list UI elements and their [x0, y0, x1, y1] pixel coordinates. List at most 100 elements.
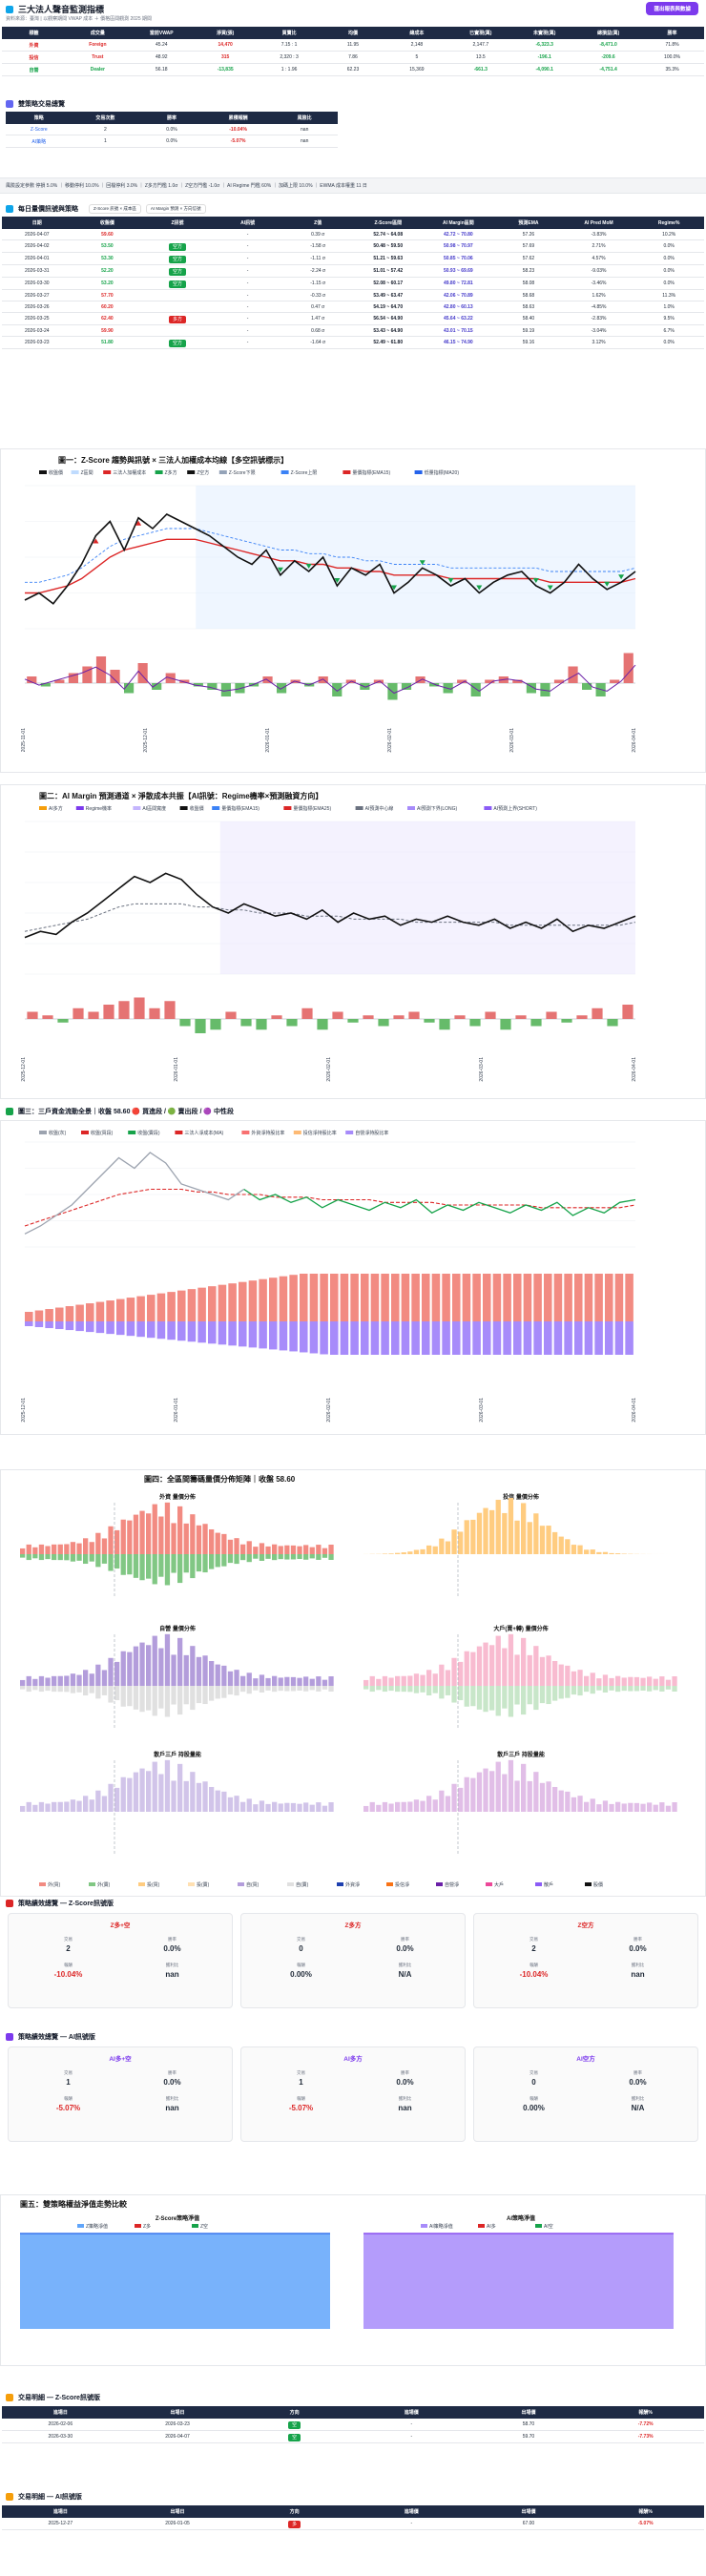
legend-swatch [355, 806, 363, 810]
table-cell: 2,147.7 [448, 39, 513, 52]
table-row[interactable]: AI策略 1 0.0% -5.07% nan [6, 135, 338, 148]
dist-bar [114, 1661, 120, 1686]
table-row[interactable]: 2026-04-07 59.60 - 0.39 σ 52.74 ~ 64.08 42.72… [2, 229, 704, 240]
table-cell: 53.50 [72, 239, 143, 253]
table-cell: 53.20 [72, 277, 143, 290]
table-row[interactable]: 2026-03-31 52.20 空方 - -2.24 σ 51.01 ~ 57.42 50… [2, 264, 704, 278]
table-row[interactable]: 投信 Trust 48.92 315 2,320 : 3 7.86 5 13.5 -196.1 -… [2, 51, 704, 64]
table-cell: -196.1 [512, 51, 577, 64]
flow-down-bar [574, 1321, 583, 1355]
table-cell: 0.0% [633, 277, 704, 290]
table-cell: 0.39 σ [282, 229, 353, 240]
legend-label: 自(賣) [296, 1881, 309, 1888]
osc-bar [68, 673, 78, 683]
flow-icon [6, 1108, 13, 1115]
x-tick-label: 2025-11-01 [21, 728, 27, 752]
dist-bar [558, 1686, 564, 1699]
dist-bar [26, 1544, 31, 1554]
cell-value: 52.49 ~ 61.80 [373, 340, 404, 345]
table-cell: 7.15 : 1 [257, 39, 322, 52]
dist-bar [665, 1805, 672, 1812]
dist-bar [133, 1514, 139, 1554]
table-cell: 2026-03-25 [2, 312, 73, 325]
dist-bar [177, 1554, 183, 1584]
dist-bar [76, 1686, 82, 1693]
table-row[interactable]: 2026-04-01 53.30 空方 - -1.11 σ 51.21 ~ 59.63 50… [2, 252, 704, 265]
dist-bar [322, 1686, 328, 1690]
flow-up-bar [330, 1274, 339, 1321]
table-row[interactable]: 2026-03-23 51.80 空方 - -1.64 σ 52.49 ~ 61.80 46… [2, 336, 704, 349]
daily-tag-ai[interactable]: AI Margin 預測 × 方向信號 [145, 204, 206, 214]
table-row[interactable]: 2026-02-06 2026-03-23 空 - 58.70 -7.72% [2, 2419, 704, 2431]
cell-value: -1.15 σ [310, 280, 326, 286]
legend-swatch [175, 1131, 183, 1134]
cost-line [24, 1188, 636, 1227]
osc-bar [408, 1011, 420, 1019]
table-row[interactable]: 2025-12-27 2026-01-05 多 - 67.00 -5.07% [2, 2518, 704, 2530]
table-row[interactable]: 外資 Foreign 45.24 14,470 7.15 : 1 11.95 2,148 2,… [2, 39, 704, 52]
dist-bar [495, 1635, 501, 1686]
table-cell: 51.21 ~ 59.63 [352, 252, 424, 265]
flow-up-bar [625, 1274, 633, 1321]
osc-bar [220, 683, 231, 696]
table-cell [142, 229, 213, 240]
table-cell: 0.0% [138, 135, 205, 148]
cell-value: -10.04% [229, 126, 247, 133]
cell-value: 58.70 [522, 2421, 535, 2427]
dist-bar [127, 1520, 133, 1554]
flow-up-bar [411, 1274, 420, 1321]
dist-bar [272, 1686, 278, 1693]
dist-bar [328, 1676, 334, 1686]
z-cards-title: 策略績效總覽 — Z-Score訊號版 [18, 1901, 114, 1907]
legend-label: Regime機率 [86, 805, 112, 812]
table-row[interactable]: 2026-03-27 57.70 - -0.33 σ 53.49 ~ 63.47 42.0… [2, 289, 704, 301]
cell-value: 51.01 ~ 57.42 [373, 268, 404, 274]
dist-bar [114, 1686, 120, 1701]
table-row[interactable]: 自營 Dealer 56.18 -13,835 1 : 1.96 62.23 15,369 -… [2, 63, 704, 76]
cell-value: 62.40 [101, 316, 114, 322]
table-cell: 1 : 1.96 [257, 63, 322, 76]
osc-bar [592, 1008, 603, 1019]
flow-down-bar [370, 1321, 380, 1355]
dist-bar [439, 1686, 445, 1699]
dist-bar [407, 1675, 413, 1686]
cell-value: 58.40 [522, 316, 535, 322]
table-cell: 0.47 σ [282, 301, 353, 313]
legend-swatch [345, 1131, 354, 1134]
cell-value: 50.48 ~ 59.50 [373, 243, 404, 249]
table-row[interactable]: 2026-03-30 2026-04-07 空 - 59.70 -7.73% [2, 2430, 704, 2443]
flow-up-bar [248, 1280, 258, 1321]
cell-value: 2026-03-27 [25, 292, 50, 299]
dist-bar [483, 1686, 488, 1713]
daily-tag-z[interactable]: Z-Score 訊號 × 成本區 [89, 204, 141, 214]
dist-bar [615, 1675, 621, 1686]
trades-icon [6, 2493, 13, 2501]
table-cell: -3.04% [563, 324, 634, 337]
flow-up-bar [156, 1293, 166, 1321]
flow-up-bar [197, 1287, 206, 1321]
table-cell: 2026-04-07 [2, 229, 73, 240]
flow-down-bar [177, 1321, 186, 1341]
card-key: 勝率 [401, 1937, 409, 1942]
flow-down-bar [75, 1321, 84, 1332]
dist-bar [57, 1801, 63, 1812]
table-cell: 自營 [2, 63, 66, 76]
table-row[interactable]: 2026-03-25 62.40 多方 - 1.47 σ 56.54 ~ 64.90 45.… [2, 312, 704, 325]
table-cell: 58.70 [469, 2419, 588, 2431]
table-row[interactable]: Z-Score 2 0.0% -10.04% nan [6, 124, 338, 135]
cell-value: 60.20 [101, 303, 114, 310]
dist-bar [413, 1673, 420, 1686]
flow-down-bar [269, 1321, 278, 1350]
flow-up-bar [513, 1274, 522, 1321]
dist-bar [152, 1504, 157, 1554]
table-row[interactable]: 2026-03-26 60.20 - 0.47 σ 54.19 ~ 64.70 42.80… [2, 301, 704, 313]
legend-label: 量價指標(EMA15) [352, 469, 390, 476]
z-short-marker [604, 581, 611, 587]
table-row[interactable]: 2026-04-02 53.50 空方 - -1.58 σ 50.48 ~ 59.50 50… [2, 239, 704, 253]
table-row[interactable]: 2026-03-30 53.20 空方 - -1.15 σ 52.08 ~ 60.17 49… [2, 277, 704, 290]
table-row[interactable]: 2026-03-24 59.90 - 0.68 σ 53.43 ~ 64.90 43.01… [2, 324, 704, 337]
osc-bar [561, 1019, 572, 1023]
export-button[interactable]: 匯出報表與數據 [646, 2, 698, 15]
table-header: Z訊號 [142, 217, 213, 229]
card-value: 0.0% [396, 1944, 414, 1953]
